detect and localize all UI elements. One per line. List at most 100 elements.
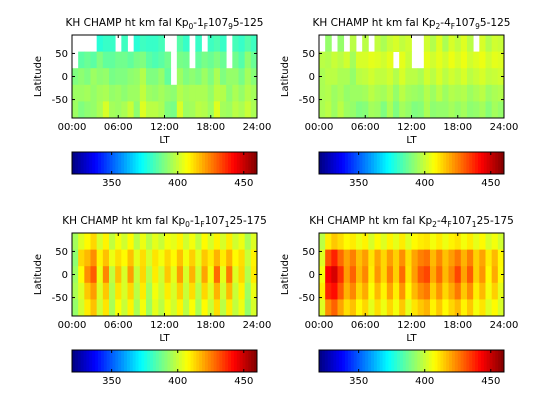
colorbar-segment	[420, 350, 424, 372]
x-tick-label: 06:00	[351, 122, 380, 133]
heatmap-cell	[189, 84, 196, 102]
colorbar-segment	[402, 152, 407, 174]
colorbar-segment	[345, 350, 349, 372]
heatmap-cell	[349, 299, 357, 317]
heatmap-cell	[133, 282, 141, 300]
colorbar-segment	[469, 350, 473, 372]
colorbar-tick-label: 450	[234, 178, 253, 189]
heatmap-cell	[195, 101, 202, 119]
colorbar-segment	[362, 350, 366, 372]
colorbar-segment	[204, 350, 209, 372]
heatmap-cell	[356, 68, 363, 86]
colorbar-segment	[339, 350, 343, 372]
colorbar-segment	[245, 152, 249, 174]
heatmap-cell	[368, 299, 375, 317]
heatmap-cell	[436, 233, 443, 250]
colorbar-segment	[106, 152, 111, 174]
colorbar-segment	[385, 350, 389, 372]
heatmap-cell	[491, 299, 499, 317]
heatmap-cell	[405, 299, 412, 317]
heatmap-cell	[146, 84, 153, 102]
heatmap-cell	[460, 35, 468, 52]
heatmap-cell	[170, 249, 178, 267]
heatmap-cell	[109, 249, 116, 267]
heatmap-cell	[232, 84, 239, 102]
colorbar-segment	[242, 152, 246, 174]
heatmap-cell	[423, 51, 431, 69]
colorbar-segment	[219, 350, 223, 372]
colorbar-segment	[492, 350, 496, 372]
colorbar-segment	[239, 350, 244, 372]
heatmap-cell	[102, 249, 110, 267]
heatmap-cells	[319, 233, 505, 317]
colorbar-segment	[463, 152, 467, 174]
colorbar-segment	[150, 152, 154, 174]
heatmap-cell	[213, 282, 221, 300]
heatmap-cell	[232, 51, 239, 69]
heatmap-cell	[109, 299, 116, 317]
colorbar-segment	[170, 350, 174, 372]
heatmap-cell	[417, 299, 425, 317]
heatmap-cell	[454, 249, 462, 267]
heatmap-cell	[195, 233, 202, 250]
heatmap-cell	[195, 51, 202, 69]
heatmap-cell	[139, 233, 147, 250]
heatmap-cell	[319, 233, 326, 250]
colorbar-segment	[181, 350, 186, 372]
colorbar-segment	[466, 152, 470, 174]
heatmap-cell	[497, 84, 505, 102]
heatmap-cell	[362, 68, 369, 86]
heatmap-cell	[158, 299, 165, 317]
colorbar-segment	[138, 152, 142, 174]
heatmap-cell	[467, 101, 474, 119]
heatmap-cell	[448, 84, 456, 102]
colorbar-segment	[109, 350, 113, 372]
heatmap-cell	[386, 101, 394, 119]
heatmap-cell	[454, 68, 462, 86]
colorbar-tick-label: 350	[349, 178, 368, 189]
colorbar-segment	[112, 350, 116, 372]
colorbar-segment	[342, 152, 346, 174]
chart-title-part: 9	[475, 22, 480, 31]
heatmap-cell	[109, 266, 116, 284]
heatmap-cell	[115, 51, 122, 69]
heatmap-cell	[479, 249, 486, 267]
heatmap-cell	[325, 68, 332, 86]
chart-title-part: 107	[205, 215, 225, 227]
colorbar: 350 400 450	[71, 349, 258, 387]
heatmap-cell	[170, 233, 178, 250]
heatmap-cell	[497, 299, 505, 317]
heatmap-cell	[133, 249, 141, 267]
heatmap-cell	[164, 51, 172, 69]
colorbar-segment	[457, 350, 462, 372]
colorbar-segment	[336, 350, 340, 372]
heatmap-cell	[454, 266, 462, 284]
colorbar-segment	[178, 350, 183, 372]
heatmap-cell	[491, 51, 499, 69]
heatmap-cell	[405, 282, 412, 300]
colorbar-segment	[362, 152, 366, 174]
heatmap-cell	[102, 282, 110, 300]
colorbar-segment	[489, 350, 493, 372]
chart-title-part: F	[204, 22, 208, 31]
colorbar-segment	[342, 350, 346, 372]
heatmap-cell	[121, 266, 128, 284]
heatmap-cell	[380, 282, 388, 300]
heatmap-cell	[386, 68, 394, 86]
heatmap-cell	[127, 68, 135, 86]
colorbar-segment	[190, 152, 194, 174]
colorbar-segment	[379, 350, 384, 372]
colorbar-segment	[150, 350, 154, 372]
colorbar-tick-label: 400	[168, 178, 187, 189]
heatmap-cell	[331, 84, 338, 102]
colorbar-segment	[129, 152, 134, 174]
heatmap-cell	[220, 282, 227, 300]
heatmap-cell	[362, 282, 369, 300]
x-tick-label: 18:00	[443, 320, 472, 331]
colorbar-tick-label: 350	[102, 376, 121, 387]
heatmap-cell	[220, 35, 227, 52]
y-tick-label: 0	[62, 72, 68, 83]
heatmap-cell	[189, 68, 196, 86]
colorbar-segment	[196, 350, 200, 372]
